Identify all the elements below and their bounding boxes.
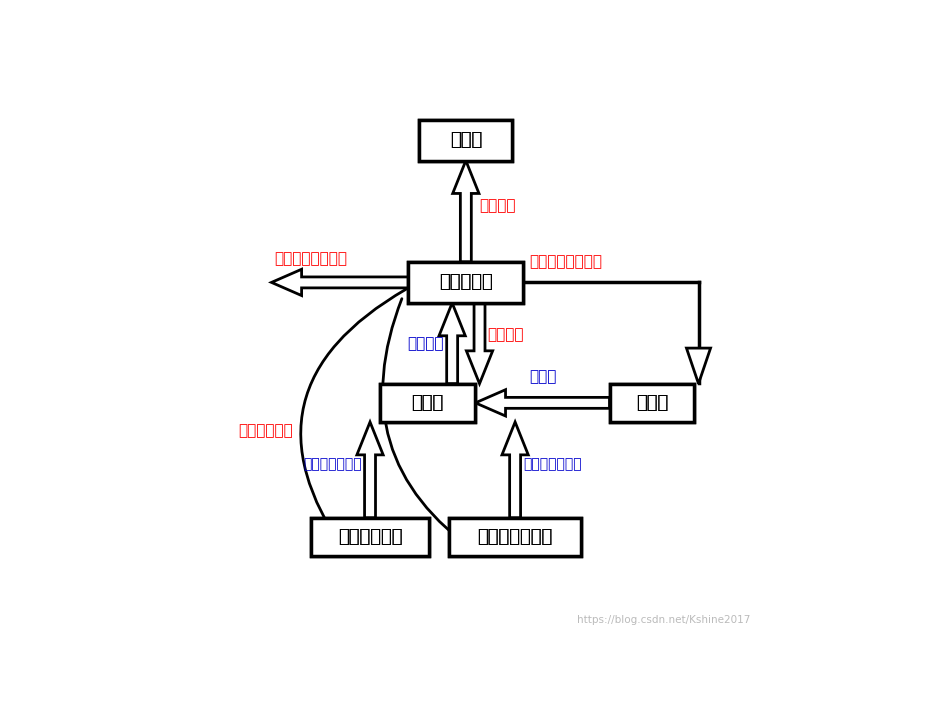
Text: 进程终止: 进程终止 xyxy=(480,198,516,213)
Polygon shape xyxy=(272,269,408,296)
Polygon shape xyxy=(439,303,465,384)
Bar xyxy=(420,119,512,161)
Text: 可中断等待态: 可中断等待态 xyxy=(338,528,403,546)
Text: 就绪态: 就绪态 xyxy=(411,394,443,412)
Text: 未申请到所需资源: 未申请到所需资源 xyxy=(274,251,347,266)
Text: 正在运行态: 正在运行态 xyxy=(439,274,493,292)
Text: 进程调度: 进程调度 xyxy=(407,336,444,351)
Text: 僵死态: 僵死态 xyxy=(450,131,482,149)
Bar xyxy=(420,119,512,161)
Bar xyxy=(311,518,429,556)
Bar xyxy=(450,518,581,556)
Bar xyxy=(311,518,429,556)
Text: 不可中断等待态: 不可中断等待态 xyxy=(477,528,552,546)
Text: 时间片到: 时间片到 xyxy=(487,328,524,343)
Bar xyxy=(408,262,523,303)
FancyArrowPatch shape xyxy=(301,289,406,551)
Bar xyxy=(379,384,475,422)
Polygon shape xyxy=(475,390,610,416)
Text: https://blog.csdn.net/Kshine2017: https://blog.csdn.net/Kshine2017 xyxy=(577,614,751,624)
Bar xyxy=(450,518,581,556)
Text: 停止态: 停止态 xyxy=(636,394,668,412)
Polygon shape xyxy=(687,348,710,384)
Text: 不可中断等待态: 不可中断等待态 xyxy=(477,528,552,546)
Text: 进入等待状态: 进入等待状态 xyxy=(239,423,294,438)
Text: 就绪态: 就绪态 xyxy=(411,394,443,412)
Text: 停止态: 停止态 xyxy=(636,394,668,412)
Text: 被唤醒: 被唤醒 xyxy=(529,369,556,384)
FancyArrowPatch shape xyxy=(383,299,477,552)
Text: 正在运行态: 正在运行态 xyxy=(439,274,493,292)
Text: 可中断等待态: 可中断等待态 xyxy=(338,528,403,546)
Text: 进程跟踪停止命令: 进程跟踪停止命令 xyxy=(529,254,602,269)
Polygon shape xyxy=(357,422,383,518)
Text: 所需资源被满足: 所需资源被满足 xyxy=(303,457,362,471)
Text: 僵死态: 僵死态 xyxy=(450,131,482,149)
Bar xyxy=(379,384,475,422)
Bar xyxy=(610,384,694,422)
Text: 所需资源被满足: 所需资源被满足 xyxy=(523,457,582,471)
Polygon shape xyxy=(453,161,479,262)
Bar xyxy=(408,262,523,303)
Polygon shape xyxy=(502,422,528,518)
Bar xyxy=(610,384,694,422)
Polygon shape xyxy=(467,303,493,384)
